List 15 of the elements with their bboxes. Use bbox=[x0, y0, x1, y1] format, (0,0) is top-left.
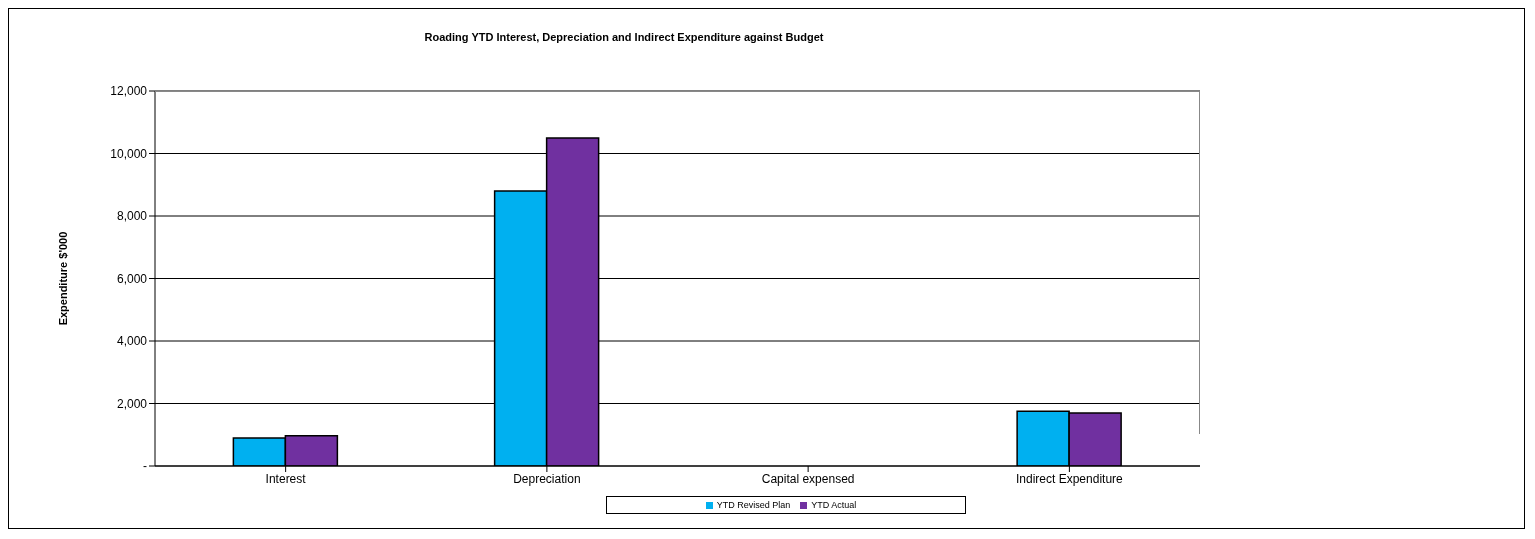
legend-label: YTD Revised Plan bbox=[716, 500, 791, 510]
y-tick-label: 10,000 bbox=[110, 146, 148, 161]
y-tick-label: - bbox=[143, 459, 147, 474]
y-tick-label: 8,000 bbox=[116, 209, 148, 224]
y-tick-label: 6,000 bbox=[116, 271, 148, 286]
x-tick-label: Depreciation bbox=[513, 471, 581, 486]
x-tick-label: Interest bbox=[265, 471, 307, 486]
y-axis-title: Expenditure $'000 bbox=[56, 231, 69, 326]
y-tick-label: 4,000 bbox=[116, 334, 148, 349]
y-tick-label: 12,000 bbox=[110, 84, 148, 99]
y-tick-label: 2,000 bbox=[116, 396, 148, 411]
x-tick-label: Indirect Expenditure bbox=[1016, 471, 1124, 486]
legend-label: YTD Actual bbox=[811, 500, 857, 510]
x-tick-label: Capital expensed bbox=[761, 471, 855, 486]
chart-title: Roading YTD Interest, Depreciation and Indirect Expenditure against Budget bbox=[423, 31, 825, 43]
